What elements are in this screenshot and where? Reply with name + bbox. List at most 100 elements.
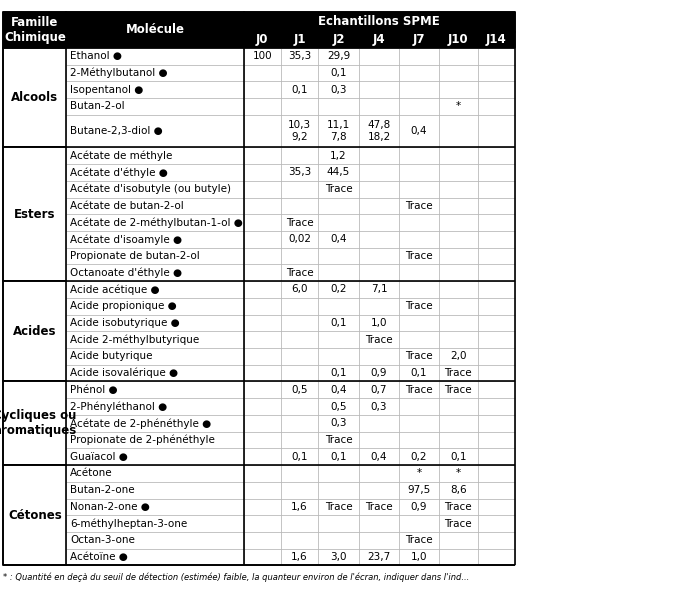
Text: Trace: Trace [366, 335, 393, 345]
Bar [66, 398, 244, 415]
Bar [281, 398, 318, 415]
Text: 7,1: 7,1 [371, 284, 387, 294]
Bar [399, 197, 439, 214]
Bar [281, 231, 318, 248]
Text: 0,9: 0,9 [371, 368, 387, 378]
Text: Trace: Trace [406, 201, 433, 211]
Bar [244, 465, 281, 482]
Bar [318, 32, 359, 48]
Text: Acide isovalérique ●: Acide isovalérique ● [70, 368, 179, 378]
Bar [244, 65, 281, 81]
Text: 0,3: 0,3 [371, 402, 387, 412]
Bar [439, 65, 478, 81]
Bar [359, 48, 399, 65]
Bar [439, 515, 478, 532]
Text: 0,4: 0,4 [371, 452, 387, 462]
Bar [3, 147, 66, 281]
Text: 97,5: 97,5 [408, 485, 431, 495]
Bar [281, 348, 318, 365]
Text: Acétone: Acétone [70, 468, 113, 478]
Bar [244, 532, 281, 549]
Bar [439, 382, 478, 398]
Bar [66, 465, 244, 482]
Bar [281, 98, 318, 115]
Text: Echantillons SPME: Echantillons SPME [318, 15, 440, 28]
Text: 3,0: 3,0 [330, 552, 347, 562]
Bar [399, 515, 439, 532]
Bar [244, 197, 281, 214]
Text: 0,4: 0,4 [411, 126, 427, 136]
Bar [244, 248, 281, 264]
Bar [359, 81, 399, 98]
Bar [244, 281, 281, 298]
Text: 11,1
7,8: 11,1 7,8 [327, 120, 350, 142]
Text: Trace: Trace [445, 385, 472, 395]
Bar [439, 98, 478, 115]
Bar [439, 298, 478, 315]
Text: Acétate de méthyle: Acétate de méthyle [70, 150, 173, 161]
Bar [66, 382, 244, 398]
Bar [66, 214, 244, 231]
Bar [3, 48, 66, 147]
Bar [478, 532, 515, 549]
Bar [281, 248, 318, 264]
Bar [318, 98, 359, 115]
Bar [478, 65, 515, 81]
Bar [66, 365, 244, 382]
Text: Trace: Trace [406, 535, 433, 545]
Bar [244, 549, 281, 565]
Bar [399, 98, 439, 115]
Bar [281, 498, 318, 515]
Bar [399, 532, 439, 549]
Bar [399, 448, 439, 465]
Bar [318, 298, 359, 315]
Bar [399, 147, 439, 164]
Bar [359, 298, 399, 315]
Bar [318, 81, 359, 98]
Text: *: * [456, 101, 461, 111]
Bar [66, 147, 244, 164]
Text: J2: J2 [332, 34, 345, 47]
Bar [66, 48, 244, 65]
Text: Molécule: Molécule [125, 24, 185, 37]
Text: Acide butyrique: Acide butyrique [70, 352, 153, 362]
Bar [244, 12, 515, 32]
Bar [359, 115, 399, 147]
Text: Trace: Trace [366, 502, 393, 512]
Bar [281, 164, 318, 181]
Bar [318, 48, 359, 65]
Bar [3, 281, 66, 382]
Bar [359, 432, 399, 448]
Bar [399, 398, 439, 415]
Text: J4: J4 [373, 34, 385, 47]
Bar [66, 515, 244, 532]
Bar [399, 164, 439, 181]
Bar [439, 147, 478, 164]
Bar [281, 264, 318, 281]
Bar [281, 331, 318, 348]
Bar [66, 549, 244, 565]
Text: 0,4: 0,4 [330, 234, 347, 244]
Bar [439, 549, 478, 565]
Bar [478, 465, 515, 482]
Bar [478, 348, 515, 365]
Bar [399, 549, 439, 565]
Text: Acide propionique ●: Acide propionique ● [70, 301, 177, 311]
Text: 0,7: 0,7 [371, 385, 387, 395]
Bar [359, 315, 399, 331]
Bar [478, 315, 515, 331]
Bar [244, 331, 281, 348]
Text: 0,9: 0,9 [411, 502, 427, 512]
Bar [66, 298, 244, 315]
Bar [281, 81, 318, 98]
Text: Ethanol ●: Ethanol ● [70, 51, 123, 61]
Bar [478, 248, 515, 264]
Bar [359, 365, 399, 382]
Text: 1,2: 1,2 [330, 151, 347, 161]
Bar [244, 264, 281, 281]
Text: Trace: Trace [445, 502, 472, 512]
Text: 0,5: 0,5 [291, 385, 308, 395]
Bar [478, 448, 515, 465]
Bar [244, 415, 281, 432]
Text: Trace: Trace [406, 352, 433, 362]
